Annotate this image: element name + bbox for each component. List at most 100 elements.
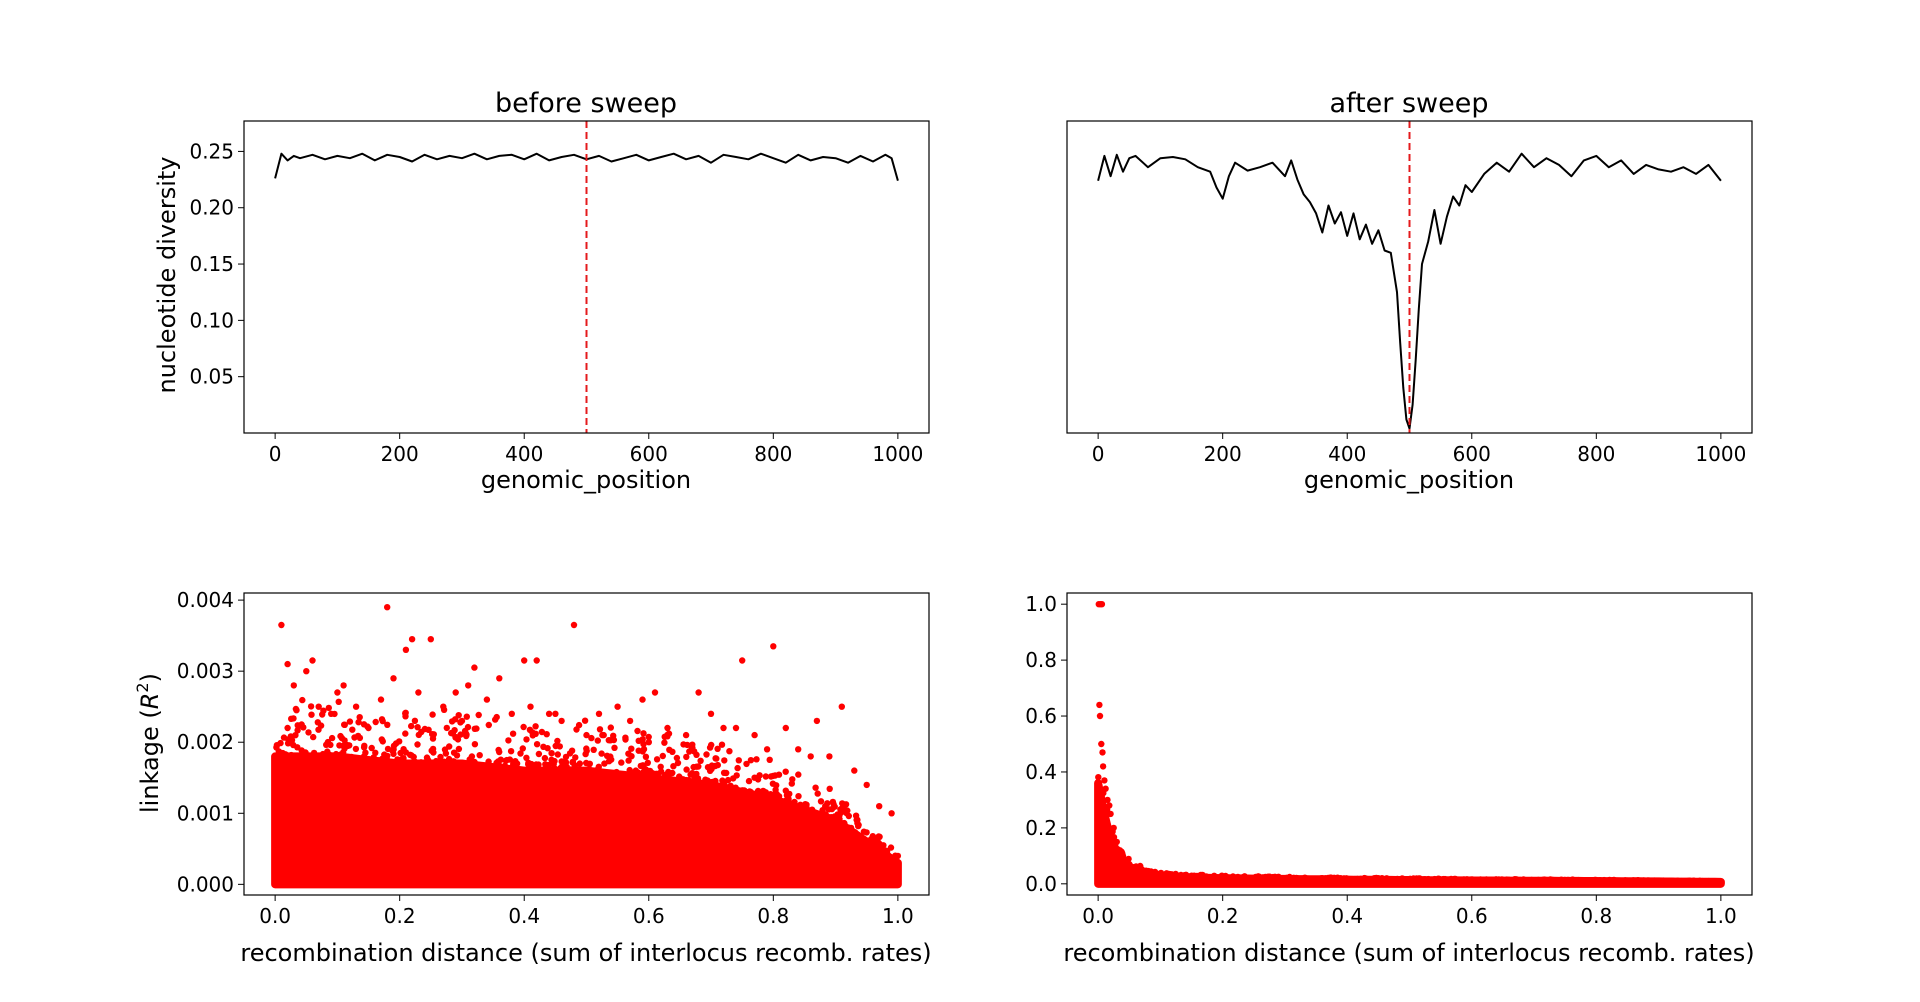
data-point [529, 729, 536, 736]
y-tick-label: 0.000 [177, 872, 234, 896]
data-point [611, 744, 618, 751]
y-tick-label: 0.6 [1025, 704, 1057, 728]
data-point [645, 733, 652, 741]
data-point [390, 675, 397, 682]
y-tick-label: 0.4 [1025, 760, 1057, 784]
data-point [693, 751, 700, 758]
data-point [425, 726, 432, 733]
data-point [533, 741, 541, 748]
data-point [573, 726, 580, 733]
data-point [440, 758, 448, 765]
data-point [1563, 877, 1570, 884]
data-point [747, 757, 755, 764]
data-point [739, 657, 746, 664]
data-point [341, 737, 348, 744]
data-point [1098, 740, 1105, 748]
data-point [1286, 873, 1293, 881]
data-point [1717, 878, 1724, 885]
data-point [368, 744, 375, 752]
data-point [721, 757, 728, 764]
data-point [1150, 870, 1158, 877]
data-point [1713, 878, 1720, 885]
data-point [402, 730, 409, 737]
data-point [1252, 873, 1259, 881]
data-point [410, 753, 417, 761]
data-point [603, 752, 611, 759]
data-point [1420, 876, 1427, 883]
data-point [1554, 877, 1561, 884]
data-point [1321, 875, 1329, 882]
data-point [838, 703, 845, 710]
data-point [888, 810, 895, 817]
data-point [517, 750, 524, 757]
data-point [284, 724, 291, 732]
data-point [1275, 873, 1282, 880]
data-point [414, 741, 421, 748]
data-point [558, 717, 565, 725]
data-point [281, 752, 288, 759]
data-point [1182, 871, 1190, 878]
data-point [346, 718, 354, 725]
data-point [837, 806, 844, 813]
data-point [634, 769, 641, 776]
data-point [292, 705, 300, 713]
data-point [860, 828, 868, 835]
data-point [507, 748, 515, 755]
data-point [848, 827, 855, 834]
data-point [292, 732, 299, 739]
data-point [782, 724, 789, 732]
data-point [574, 767, 581, 774]
data-point [355, 719, 362, 726]
data-point [315, 703, 322, 710]
data-point [661, 733, 668, 740]
data-point [458, 759, 466, 767]
data-point [273, 742, 281, 749]
data-point [1293, 875, 1300, 883]
data-point [697, 780, 705, 787]
data-point [595, 710, 603, 717]
data-point [843, 809, 850, 817]
data-point [1535, 876, 1542, 884]
data-point [640, 730, 647, 737]
data-point [1138, 869, 1145, 876]
series-line [274, 152, 899, 181]
data-point [741, 787, 748, 794]
data-point [496, 675, 503, 682]
x-tick-label: 0.8 [1580, 904, 1612, 928]
x-axis-label: recombination distance (sum of interlocu… [1063, 939, 1754, 967]
data-point [442, 750, 450, 757]
panel-before-sweep: before sweep genomic_position nucleotide… [153, 88, 930, 494]
data-point [348, 753, 355, 761]
data-point [795, 771, 802, 778]
data-point [1105, 824, 1112, 831]
data-point [443, 724, 450, 732]
data-point [380, 758, 387, 765]
data-point [762, 773, 769, 780]
y-tick-label: 1.0 [1025, 592, 1057, 616]
data-point [496, 748, 503, 756]
data-point [354, 732, 362, 740]
data-point [402, 646, 410, 653]
data-point [887, 844, 895, 851]
data-point [598, 750, 605, 757]
data-point [743, 760, 750, 768]
data-point [1102, 785, 1109, 792]
data-point [684, 741, 691, 749]
data-point [669, 748, 676, 755]
data-point [290, 682, 297, 689]
data-point [876, 803, 883, 810]
x-tick-label: 0.0 [259, 904, 291, 928]
data-point [548, 750, 555, 757]
data-point [1429, 876, 1436, 883]
data-point [1468, 876, 1475, 883]
data-point [860, 836, 867, 843]
data-point [352, 703, 360, 710]
data-point [653, 756, 661, 763]
y-tick-label: 0.05 [189, 365, 234, 389]
data-point [817, 798, 825, 805]
data-point [554, 751, 561, 758]
data-point [1222, 874, 1229, 881]
data-point [608, 756, 615, 763]
data-point [1452, 875, 1459, 883]
